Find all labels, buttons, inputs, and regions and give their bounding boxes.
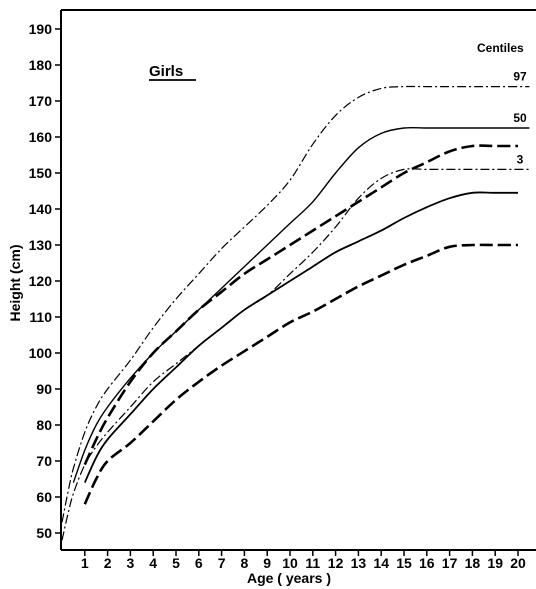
x-tick-label: 20 xyxy=(510,555,526,571)
y-tick-label: 100 xyxy=(29,345,53,361)
x-axis-title: Age ( years ) xyxy=(247,570,331,586)
centile-label: 97 xyxy=(513,70,527,84)
plot-area xyxy=(60,9,536,551)
x-tick-label: 1 xyxy=(81,555,89,571)
y-tick-label: 120 xyxy=(29,273,53,289)
y-tick-label: 90 xyxy=(36,381,52,397)
y-tick-label: 60 xyxy=(36,489,52,505)
x-tick-label: 6 xyxy=(195,555,203,571)
y-tick-label: 130 xyxy=(29,237,53,253)
x-tick-label: 11 xyxy=(305,555,320,571)
y-tick-label: 190 xyxy=(29,21,53,37)
x-tick-label: 16 xyxy=(419,555,435,571)
group-label: Girls xyxy=(149,63,183,80)
y-tick-label: 180 xyxy=(29,57,53,73)
y-tick-label: 80 xyxy=(36,417,52,433)
x-tick-label: 7 xyxy=(218,555,226,571)
annotations: Girls Centiles 97 50 3 xyxy=(149,41,527,166)
comparison-line-4 xyxy=(83,191,518,483)
x-tick-label: 15 xyxy=(396,555,412,571)
comparison-line-3 xyxy=(83,144,518,466)
x-axis-ticks: 1 2 3 4 5 6 7 8 9 10 11 12 13 14 15 16 17 18 19 20 xyxy=(81,550,526,571)
x-tick-label: 10 xyxy=(282,555,298,571)
centile-label: 3 xyxy=(517,152,524,166)
y-tick-label: 160 xyxy=(29,129,53,145)
girls-centile-line-0 xyxy=(61,85,530,523)
y-tick-label: 50 xyxy=(36,525,52,541)
x-tick-label: 4 xyxy=(149,555,157,571)
x-tick-label: 13 xyxy=(351,555,367,571)
x-tick-label: 3 xyxy=(127,555,135,571)
y-axis-title: Height (cm) xyxy=(7,245,23,322)
girls-centile-line-1 xyxy=(72,126,530,483)
x-tick-label: 12 xyxy=(328,555,344,571)
series-lines xyxy=(61,85,530,541)
legend-title: Centiles xyxy=(477,41,524,55)
y-tick-label: 150 xyxy=(29,165,53,181)
girls-centile-line-2 xyxy=(61,168,530,541)
x-tick-label: 14 xyxy=(373,555,389,571)
y-tick-label: 170 xyxy=(29,93,53,109)
y-axis-ticks: 50 60 70 80 90 100 110 120 130 140 150 160 170 180 190 xyxy=(29,21,61,541)
centile-label: 50 xyxy=(513,111,527,125)
y-tick-label: 70 xyxy=(36,453,52,469)
y-tick-label: 140 xyxy=(29,201,53,217)
x-tick-label: 18 xyxy=(465,555,481,571)
x-tick-label: 2 xyxy=(104,555,112,571)
x-tick-label: 17 xyxy=(442,555,458,571)
comparison-line-5 xyxy=(83,243,518,505)
x-tick-label: 9 xyxy=(263,555,271,571)
x-tick-label: 5 xyxy=(172,555,180,571)
x-tick-label: 8 xyxy=(241,555,249,571)
x-tick-label: 19 xyxy=(487,555,503,571)
y-tick-label: 110 xyxy=(29,309,52,325)
